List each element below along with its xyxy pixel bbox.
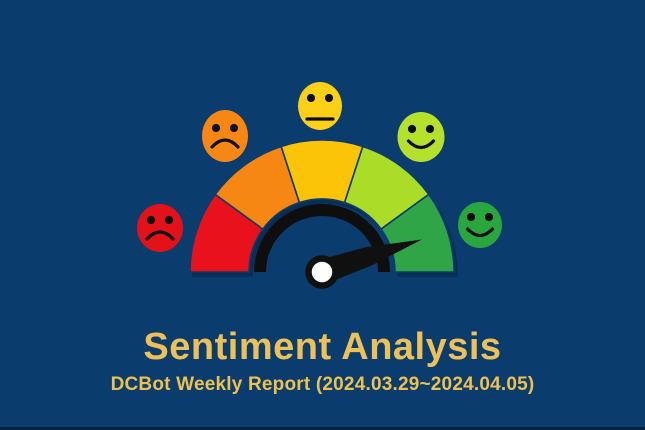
emoji-face-positive <box>397 112 445 162</box>
page-title: Sentiment Analysis <box>143 326 502 368</box>
emoji-face-very-negative <box>137 204 183 252</box>
face-eye-left <box>407 124 417 134</box>
face-mouth-happy <box>406 139 436 150</box>
face-eye-right <box>484 212 494 222</box>
gauge-track-arc <box>254 204 390 273</box>
face-circle <box>397 112 445 162</box>
face-eye-left <box>466 212 476 222</box>
gauge-ring <box>189 139 455 273</box>
face-eye-right <box>164 215 174 225</box>
gauge-needle-pivot <box>305 255 339 289</box>
gauge-segment-very-positive <box>379 193 455 273</box>
face-circle <box>137 204 183 252</box>
face-circle <box>458 202 502 248</box>
page-subtitle: DCBot Weekly Report (2024.03.29~2024.04.… <box>110 374 535 395</box>
emoji-face-negative <box>202 110 248 162</box>
face-mouth-sad <box>210 138 240 149</box>
face-eye-left <box>306 93 316 103</box>
face-eye-left <box>146 215 156 225</box>
face-circle <box>298 82 342 130</box>
face-eye-right <box>229 123 239 133</box>
face-mouth-happy <box>465 227 495 238</box>
emoji-face-neutral <box>298 82 342 130</box>
face-eye-right <box>324 93 334 103</box>
face-circle <box>202 110 248 162</box>
bottom-edge-line <box>0 427 645 430</box>
face-eye-left <box>211 123 221 133</box>
emoji-face-very-positive <box>458 202 502 248</box>
emoji-faces <box>137 82 502 252</box>
face-mouth-sad <box>145 230 175 241</box>
face-eye-right <box>425 124 435 134</box>
